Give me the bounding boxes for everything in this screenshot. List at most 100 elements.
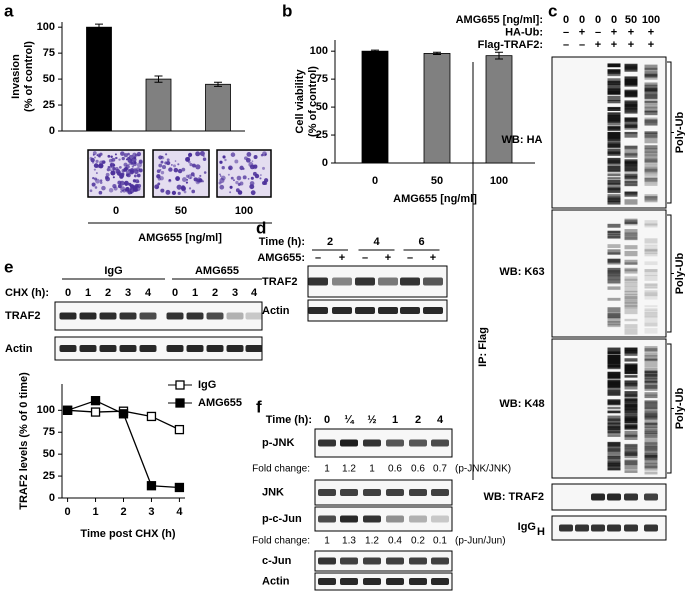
smear xyxy=(644,164,658,168)
smear xyxy=(644,269,658,273)
blot xyxy=(314,506,453,532)
smear xyxy=(644,90,658,96)
smear xyxy=(644,110,658,115)
smear xyxy=(607,312,621,318)
smear xyxy=(624,375,638,378)
smear xyxy=(644,291,658,294)
panel-letter: e xyxy=(4,257,13,276)
smear xyxy=(644,151,658,158)
smear xyxy=(644,367,658,373)
smear xyxy=(607,259,621,265)
smear xyxy=(624,418,638,422)
cell xyxy=(202,157,207,162)
band xyxy=(363,578,381,585)
cell xyxy=(115,167,119,171)
smear xyxy=(644,308,658,312)
category-label: 50 xyxy=(175,205,187,217)
smear xyxy=(624,108,638,112)
smear xyxy=(624,384,638,390)
data-point xyxy=(90,396,101,406)
fold-value: 0.6 xyxy=(388,464,402,475)
cell xyxy=(264,153,267,156)
band xyxy=(340,515,358,523)
lane-label: 2 xyxy=(327,236,333,248)
bracket xyxy=(667,61,674,204)
condition-label: Time (h): xyxy=(266,414,312,426)
smear xyxy=(644,244,658,247)
fold-note: (p-JNK/JNK) xyxy=(455,464,511,475)
smear xyxy=(644,223,658,226)
band xyxy=(245,345,263,352)
smear xyxy=(607,84,621,91)
smear xyxy=(607,371,621,375)
y-tick-label: 25 xyxy=(43,99,55,111)
smear xyxy=(624,347,638,352)
cell xyxy=(168,167,173,172)
band xyxy=(139,312,157,320)
lane-label: 0 xyxy=(595,14,601,26)
smear xyxy=(644,283,658,287)
smear xyxy=(607,95,621,101)
smear xyxy=(644,166,658,172)
cell xyxy=(114,153,117,156)
cell xyxy=(250,190,256,196)
cell xyxy=(249,164,255,170)
smear xyxy=(644,328,658,334)
smear xyxy=(644,82,658,86)
cell xyxy=(93,168,96,171)
lane-label: 1 xyxy=(192,287,198,299)
smear xyxy=(624,452,638,459)
smear xyxy=(644,196,658,203)
smear xyxy=(644,131,658,134)
band xyxy=(644,493,658,501)
smear xyxy=(644,100,658,105)
cell xyxy=(187,156,191,159)
band xyxy=(332,307,352,314)
smear xyxy=(607,233,621,239)
smear xyxy=(624,359,638,362)
cell xyxy=(222,155,226,159)
smear xyxy=(644,370,658,377)
band xyxy=(186,312,204,320)
band xyxy=(99,312,117,320)
cell xyxy=(124,167,128,171)
smear xyxy=(607,115,621,121)
smear xyxy=(607,367,621,370)
band xyxy=(166,312,184,320)
smear xyxy=(624,301,638,304)
cell xyxy=(136,162,142,168)
smear xyxy=(644,361,658,368)
y-tick-label: 100 xyxy=(37,21,55,33)
fold-value: 1.2 xyxy=(342,464,356,475)
cell xyxy=(133,185,136,188)
cell xyxy=(172,164,176,168)
band xyxy=(607,524,621,532)
bar xyxy=(423,53,451,164)
cell xyxy=(126,171,131,176)
band xyxy=(624,524,638,532)
fold-value: 0.2 xyxy=(411,536,425,547)
smear xyxy=(644,370,658,374)
smear xyxy=(644,261,658,266)
band xyxy=(575,524,589,532)
smear xyxy=(644,392,658,396)
smear xyxy=(607,112,621,116)
cell xyxy=(193,175,195,177)
smear xyxy=(607,100,621,104)
smear xyxy=(644,99,658,103)
x-axis-label: AMG655 [ng/ml] xyxy=(138,232,222,244)
y-tick-label: 25 xyxy=(316,129,328,141)
band xyxy=(166,345,184,352)
smear xyxy=(644,71,658,77)
category-label: 100 xyxy=(490,175,508,187)
y-tick-label: 75 xyxy=(316,73,328,85)
blot-label: p-c-Jun xyxy=(262,513,302,525)
smear xyxy=(644,167,658,171)
smear xyxy=(644,456,658,463)
cell xyxy=(176,184,182,190)
smear xyxy=(624,161,638,168)
smear xyxy=(607,406,621,410)
smear xyxy=(624,220,638,226)
cell xyxy=(112,167,116,171)
smear xyxy=(644,84,658,88)
